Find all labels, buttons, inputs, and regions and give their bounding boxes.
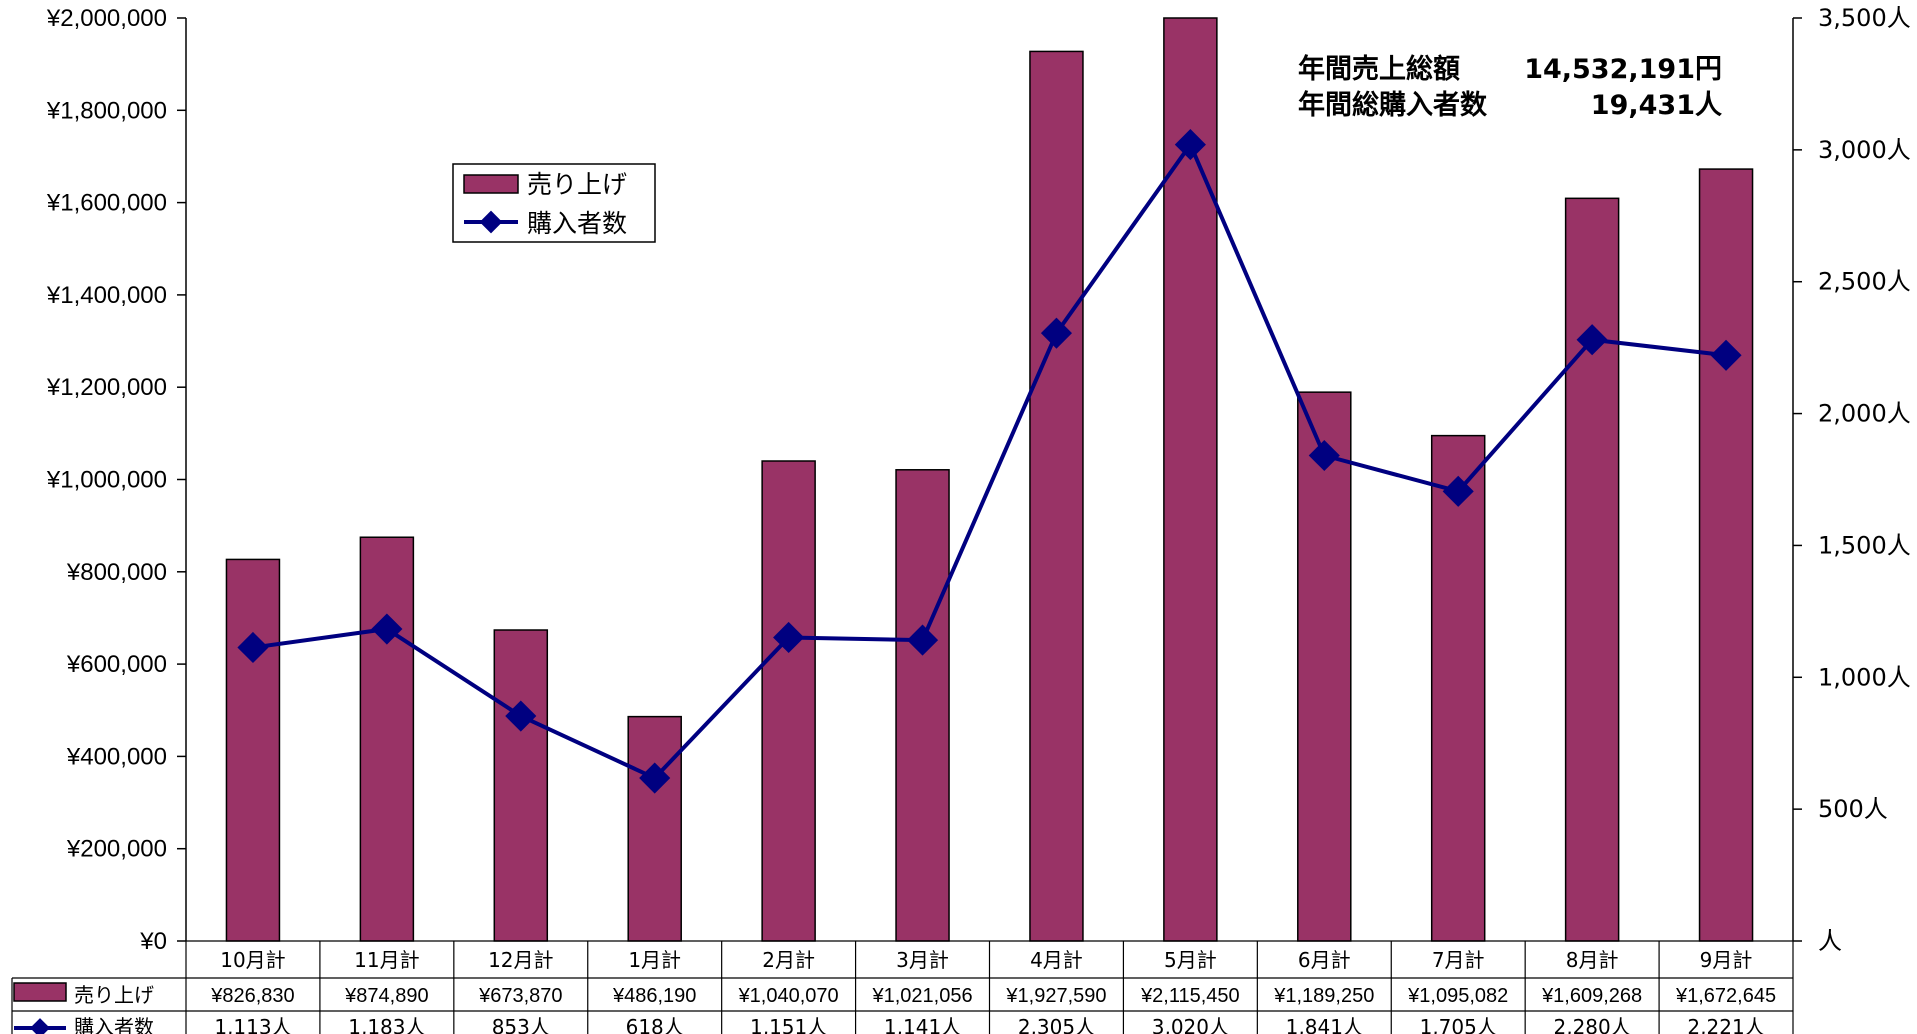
sales-data-label: ¥2,115,450: [1140, 985, 1240, 1007]
buyers-data-label: 1,141人: [884, 1015, 961, 1034]
category-label: 5月計: [1164, 948, 1217, 972]
category-label: 4月計: [1030, 948, 1083, 972]
buyers-data-label: 1,113人: [214, 1015, 291, 1034]
buyers-data-label: 1,183人: [348, 1015, 425, 1034]
data-table: 10月計 ¥826,830 1,113人 11月計 ¥874,890 1,183人 12月計…: [11, 940, 1794, 1034]
buyers-point: [371, 613, 403, 645]
table-sales-header: 売り上げ: [74, 983, 154, 1007]
sales-data-label: ¥1,021,056: [871, 985, 972, 1007]
category-label: 3月計: [896, 948, 949, 972]
legend-sales-label: 売り上げ: [527, 170, 627, 199]
right-axis-tick-label: 500人: [1818, 795, 1888, 823]
left-axis-tick-label: ¥200,000: [66, 836, 167, 863]
table-sales-swatch: [13, 982, 67, 1002]
table-buyers-marker: [30, 1018, 50, 1034]
sales-data-label: ¥673,870: [478, 985, 562, 1007]
buyers-data-label: 2,280人: [1553, 1015, 1630, 1034]
left-axis: ¥0 ¥200,000 ¥400,000 ¥600,000 ¥800,000 ¥1,000…: [46, 5, 186, 955]
category-label: 8月計: [1566, 948, 1619, 972]
right-axis-tick-label: 3,500人: [1818, 4, 1911, 32]
category-label: 12月計: [488, 948, 553, 972]
sales-bars: [225, 17, 1754, 942]
category-label: 1月計: [628, 948, 681, 972]
left-axis-tick-label: ¥1,600,000: [46, 190, 167, 217]
sales-data-label: ¥1,095,082: [1407, 985, 1508, 1007]
sales-bar: [225, 558, 281, 942]
sales-bar: [895, 469, 950, 942]
annual-sales-label: 年間売上総額: [1298, 53, 1460, 85]
sales-data-label: ¥826,830: [210, 985, 294, 1007]
buyers-point: [1576, 324, 1608, 356]
buyers-point: [1442, 475, 1474, 507]
right-axis-tick-label: 人: [1818, 927, 1842, 955]
category-label: 10月計: [220, 948, 285, 972]
right-axis-tick-label: 1,500人: [1818, 531, 1911, 559]
annual-summary: 年間売上総額 14,532,191円 年間総購入者数 19,431人: [1298, 53, 1722, 121]
sales-data-label: ¥1,672,645: [1675, 985, 1776, 1007]
right-axis: 人 500人 1,000人 1,500人 2,000人 2,500人 3,000人 3,500…: [1793, 4, 1911, 955]
category-label: 11月計: [354, 948, 419, 972]
left-axis-tick-label: ¥600,000: [66, 651, 167, 678]
buyers-data-label: 2,221人: [1687, 1015, 1764, 1034]
annual-sales-value: 14,532,191円: [1524, 54, 1722, 85]
buyers-data-label: 1,151人: [750, 1015, 827, 1034]
sales-bar: [1698, 168, 1754, 942]
table-buyers-header: 購入者数: [74, 1015, 154, 1034]
buyers-data-label: 853人: [492, 1015, 550, 1034]
sales-data-label: ¥874,890: [344, 985, 428, 1007]
annual-buyers-value: 19,431人: [1591, 90, 1722, 121]
right-axis-tick-label: 2,000人: [1818, 400, 1911, 428]
sales-bar: [359, 536, 415, 942]
sales-data-label: ¥486,190: [612, 985, 696, 1007]
left-axis-tick-label: ¥1,000,000: [46, 467, 167, 494]
legend: 売り上げ 購入者数: [452, 163, 656, 243]
buyers-series-line: [252, 142, 1727, 781]
buyers-point: [1040, 317, 1073, 349]
left-axis-tick-label: ¥0: [139, 928, 167, 955]
legend-buyers-label: 購入者数: [527, 209, 627, 238]
sales-bar: [1297, 391, 1352, 942]
sales-bar: [1029, 50, 1084, 942]
buyers-point: [1308, 439, 1340, 472]
right-axis-tick-label: 3,000人: [1818, 136, 1911, 164]
category-label: 2月計: [762, 948, 815, 972]
plot-frame: [185, 18, 1794, 941]
sales-bar: [627, 715, 682, 942]
right-axis-tick-label: 1,000人: [1818, 663, 1911, 691]
left-axis-tick-label: ¥1,200,000: [46, 374, 167, 401]
buyers-data-label: 1,841人: [1286, 1015, 1363, 1034]
left-axis-tick-label: ¥1,800,000: [46, 97, 167, 124]
category-label: 9月計: [1700, 948, 1753, 972]
buyers-data-label: 2,305人: [1018, 1015, 1095, 1034]
category-label: 7月計: [1432, 948, 1485, 972]
sales-data-label: ¥1,609,268: [1541, 985, 1642, 1007]
category-label: 6月計: [1298, 948, 1351, 972]
left-axis-tick-label: ¥400,000: [66, 743, 167, 770]
sales-data-label: ¥1,040,070: [738, 985, 839, 1007]
legend-sales-swatch: [463, 174, 519, 194]
buyers-data-label: 3,020人: [1152, 1015, 1229, 1034]
buyers-point: [1710, 339, 1742, 371]
sales-data-label: ¥1,927,590: [1005, 985, 1106, 1007]
sales-data-label: ¥1,189,250: [1273, 985, 1374, 1007]
sales-bar: [1163, 17, 1218, 942]
buyers-data-label: 1,705人: [1420, 1015, 1497, 1034]
left-axis-tick-label: ¥2,000,000: [46, 5, 167, 32]
sales-bar: [761, 460, 816, 942]
left-axis-tick-label: ¥800,000: [66, 559, 167, 586]
buyers-point: [505, 700, 537, 732]
buyers-data-label: 618人: [626, 1015, 684, 1034]
sales-bar: [1564, 197, 1620, 942]
left-axis-tick-label: ¥1,400,000: [46, 282, 167, 309]
sales-bar: [1430, 434, 1486, 942]
annual-buyers-label: 年間総購入者数: [1298, 89, 1488, 121]
sales-bar: [493, 629, 549, 942]
right-axis-tick-label: 2,500人: [1818, 268, 1911, 296]
